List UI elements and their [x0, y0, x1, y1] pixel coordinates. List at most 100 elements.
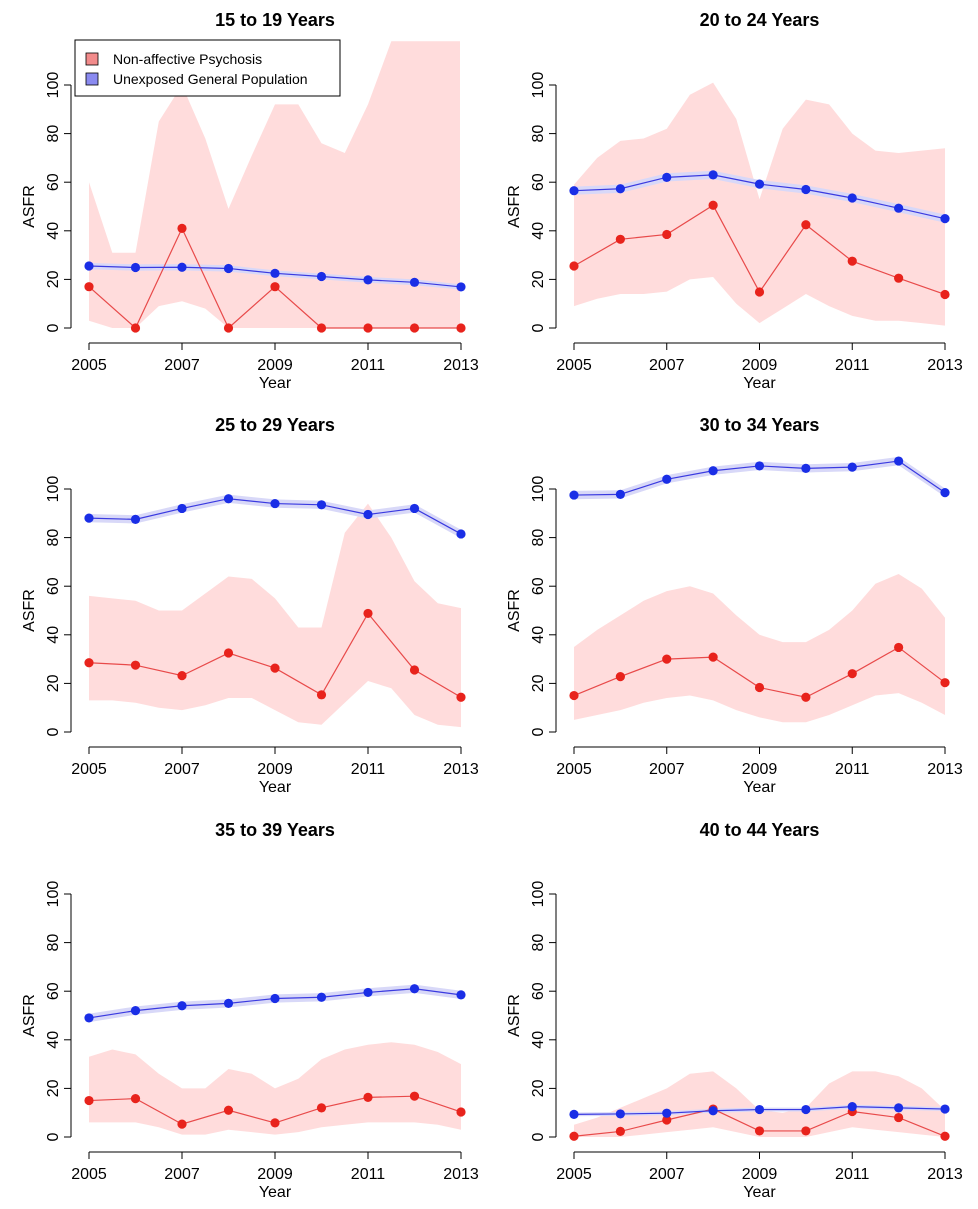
y-tick-label: 0: [45, 727, 62, 736]
y-tick-label: 20: [530, 270, 547, 288]
psychosis-point: [754, 682, 765, 693]
general-point: [708, 1106, 718, 1116]
general-point: [569, 186, 579, 196]
panel-title: 30 to 34 Years: [700, 415, 820, 435]
psychosis-point: [223, 1105, 234, 1115]
general-point: [84, 513, 94, 523]
chart-panel-4: 30 to 34 Years 2005 2007 2009 2011 2013 Year 0 2…: [506, 415, 963, 796]
psychosis-point: [569, 261, 579, 271]
general-point: [940, 1104, 950, 1114]
general-point: [409, 277, 420, 287]
y-axis-label: ASFR: [506, 994, 523, 1037]
psychosis-point: [130, 323, 141, 333]
y-tick-label: 0: [45, 1132, 62, 1141]
general-point: [409, 503, 420, 514]
general-point: [894, 203, 904, 213]
psychosis-point: [456, 692, 466, 702]
psychosis-point: [754, 1126, 765, 1136]
x-tick-label: 2011: [835, 357, 870, 374]
x-tick-label: 2005: [71, 761, 107, 778]
psychosis-point: [130, 1094, 141, 1104]
x-axis: 2005 2007 2009 2011 2013 Year: [71, 342, 479, 392]
x-tick-label: 2005: [71, 1166, 107, 1183]
psychosis-point: [363, 608, 373, 619]
general-point: [801, 1104, 811, 1115]
x-tick-label: 2009: [257, 761, 293, 778]
y-tick-label: 80: [530, 125, 547, 143]
psychosis-point: [363, 323, 373, 333]
y-tick-label: 20: [45, 1079, 62, 1097]
psychosis-point: [569, 1131, 579, 1141]
x-axis: 2005 2007 2009 2011 2013 Year: [556, 746, 963, 796]
y-tick-label: 0: [530, 727, 547, 736]
general-point: [456, 990, 466, 1000]
x-tick-label: 2013: [443, 761, 479, 778]
y-tick-label: 0: [530, 1132, 547, 1141]
x-axis-label: Year: [743, 1184, 776, 1201]
y-tick-label: 60: [45, 982, 62, 1000]
y-tick-label: 40: [530, 1031, 547, 1049]
x-tick-label: 2005: [556, 761, 592, 778]
general-point: [894, 1103, 904, 1113]
panel-title: 15 to 19 Years: [215, 10, 335, 30]
psychosis-point: [270, 663, 280, 673]
plot-area: [88, 984, 462, 1135]
x-tick-label: 2009: [257, 1166, 293, 1183]
y-tick-label: 100: [45, 881, 62, 908]
x-axis-label: Year: [259, 779, 292, 796]
psychosis-point: [894, 642, 904, 653]
general-point: [363, 987, 373, 998]
legend-swatch: [85, 52, 99, 66]
y-tick-label: 60: [45, 173, 62, 191]
y-axis: 0 20 40 60 80 100 ASFR: [21, 881, 72, 1141]
y-tick-label: 40: [530, 626, 547, 644]
y-tick-label: 80: [45, 529, 62, 547]
y-axis-label: ASFR: [506, 589, 523, 632]
x-axis: 2005 2007 2009 2011 2013 Year: [556, 1151, 963, 1201]
general-point: [223, 494, 234, 504]
x-tick-label: 2005: [556, 357, 592, 374]
general-point: [456, 282, 466, 292]
psychosis-point: [801, 692, 811, 702]
general-point: [316, 500, 327, 510]
psychosis-point: [662, 229, 672, 240]
y-tick-label: 80: [530, 934, 547, 952]
x-tick-label: 2011: [835, 1166, 870, 1183]
y-tick-label: 40: [530, 222, 547, 240]
psychosis-point: [316, 690, 327, 700]
general-point: [662, 1108, 672, 1118]
legend-box: [74, 39, 341, 97]
psychosis-point: [409, 323, 420, 333]
x-tick-label: 2009: [257, 357, 293, 374]
chart-panel-6: 40 to 44 Years 2005 2007 2009 2011 2013 Year 0 2…: [506, 820, 963, 1201]
y-tick-label: 100: [530, 881, 547, 908]
general-point: [708, 170, 718, 180]
x-axis-label: Year: [259, 375, 292, 392]
psychosis-point: [615, 671, 625, 682]
psychosis-ci-band: [574, 574, 945, 723]
y-axis: 0 20 40 60 80 100 ASFR: [21, 72, 72, 332]
plot-area: [88, 494, 462, 728]
general-point: [84, 1013, 94, 1023]
x-tick-label: 2007: [164, 761, 200, 778]
y-axis: 0 20 40 60 80 100 ASFR: [506, 881, 557, 1141]
y-tick-label: 20: [530, 674, 547, 692]
psychosis-point: [940, 1131, 950, 1141]
general-point: [615, 489, 625, 499]
y-axis-label: ASFR: [21, 185, 38, 228]
x-axis-label: Year: [743, 375, 776, 392]
psychosis-point: [894, 1112, 904, 1123]
general-point: [662, 172, 672, 182]
x-tick-label: 2007: [649, 357, 685, 374]
y-tick-label: 80: [530, 529, 547, 547]
psychosis-point: [316, 323, 327, 333]
x-tick-label: 2005: [556, 1166, 592, 1183]
y-tick-label: 20: [45, 270, 62, 288]
x-tick-label: 2013: [927, 357, 963, 374]
panel-title: 35 to 39 Years: [215, 820, 335, 840]
general-point: [940, 488, 950, 498]
psychosis-point: [177, 1119, 187, 1129]
psychosis-point: [801, 1126, 811, 1136]
general-point: [316, 271, 327, 282]
general-point: [177, 503, 187, 514]
